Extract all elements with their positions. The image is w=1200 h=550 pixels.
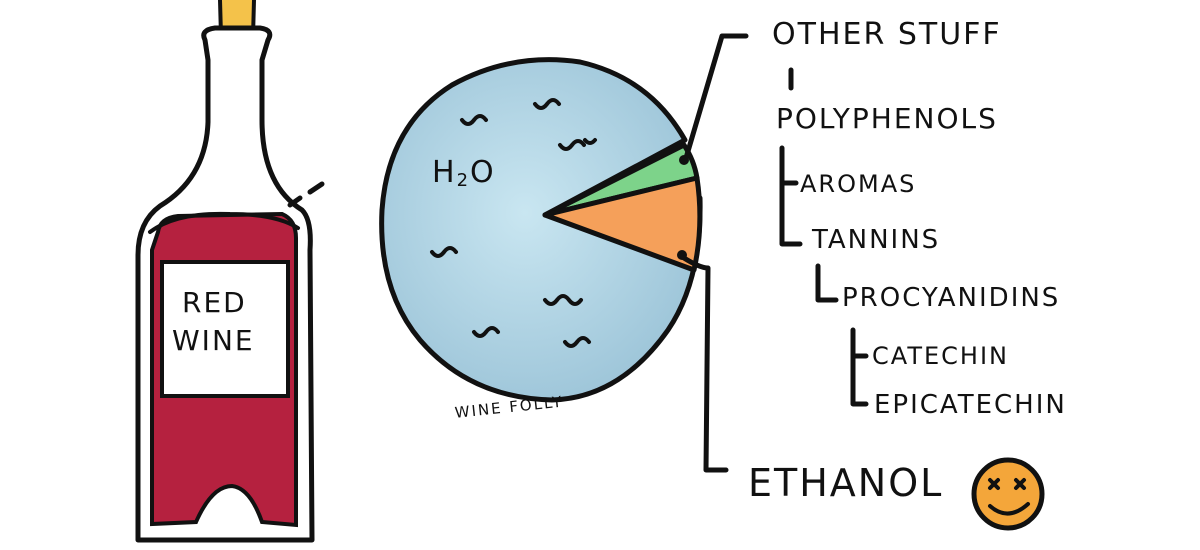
zoom-dash-1 bbox=[287, 195, 303, 208]
bracket-tannins bbox=[815, 263, 839, 303]
label-catechin: CATECHIN bbox=[872, 342, 1009, 370]
water-waves bbox=[430, 98, 597, 348]
bottle-label bbox=[160, 260, 290, 398]
label-procyanidins: PROCYANIDINS bbox=[842, 283, 1060, 313]
pie-ethanol-slice bbox=[542, 175, 703, 273]
zoom-dash-2 bbox=[307, 181, 325, 195]
connector-other bbox=[683, 33, 749, 161]
bracket-procyanidins bbox=[850, 327, 869, 407]
dizzy-smiley-icon bbox=[971, 457, 1045, 531]
bracket-polyphenols bbox=[779, 145, 803, 247]
connector-ethanol bbox=[681, 255, 729, 473]
connectors bbox=[681, 33, 869, 473]
label-polyphenols: POLYPHENOLS bbox=[776, 102, 998, 135]
label-other-stuff: OTHER STUFF bbox=[772, 17, 1002, 52]
label-tannins: TANNINS bbox=[811, 225, 940, 255]
label-line-2: WINE bbox=[172, 324, 255, 357]
composition-pie: H2O WINE FOLLY bbox=[379, 57, 703, 422]
label-line-1: RED bbox=[182, 286, 247, 319]
label-epicatechin: EPICATECHIN bbox=[874, 390, 1067, 420]
pie-water bbox=[379, 57, 703, 403]
label-aromas: AROMAS bbox=[800, 170, 916, 198]
composition-tree: OTHER STUFF POLYPHENOLS AROMAS TANNINS P… bbox=[748, 17, 1067, 505]
wine-bottle: RED WINE bbox=[135, 0, 325, 543]
label-ethanol: ETHANOL bbox=[748, 461, 943, 505]
water-label: H2O bbox=[432, 155, 496, 191]
